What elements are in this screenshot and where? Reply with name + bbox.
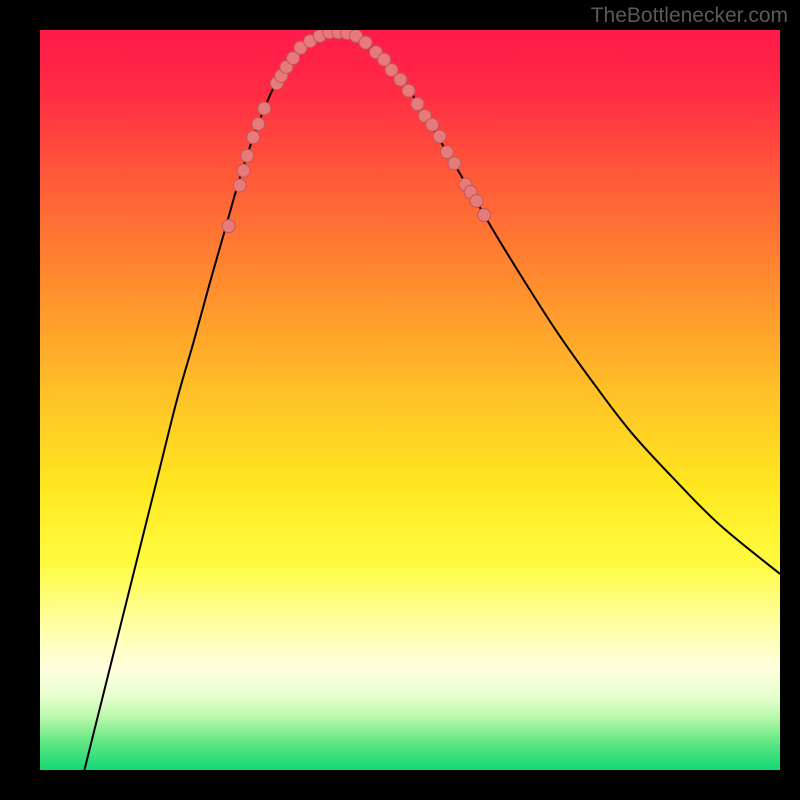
data-marker xyxy=(411,98,424,111)
data-marker xyxy=(237,164,250,177)
data-marker xyxy=(233,179,246,192)
data-marker xyxy=(359,36,372,49)
data-marker xyxy=(241,149,254,162)
data-marker xyxy=(247,131,260,144)
data-marker xyxy=(394,73,407,86)
data-marker xyxy=(441,146,454,159)
data-marker xyxy=(426,118,439,131)
plot-area xyxy=(40,30,780,770)
marker-group xyxy=(222,30,490,233)
data-marker xyxy=(470,194,483,207)
chart-overlay xyxy=(40,30,780,770)
data-marker xyxy=(402,84,415,97)
data-marker xyxy=(222,220,235,233)
data-marker xyxy=(258,102,271,115)
data-marker xyxy=(478,209,491,222)
bottleneck-curve xyxy=(84,32,780,770)
data-marker xyxy=(433,130,446,143)
data-marker xyxy=(448,157,461,170)
data-marker xyxy=(252,117,265,130)
watermark-text: TheBottlenecker.com xyxy=(591,4,788,28)
